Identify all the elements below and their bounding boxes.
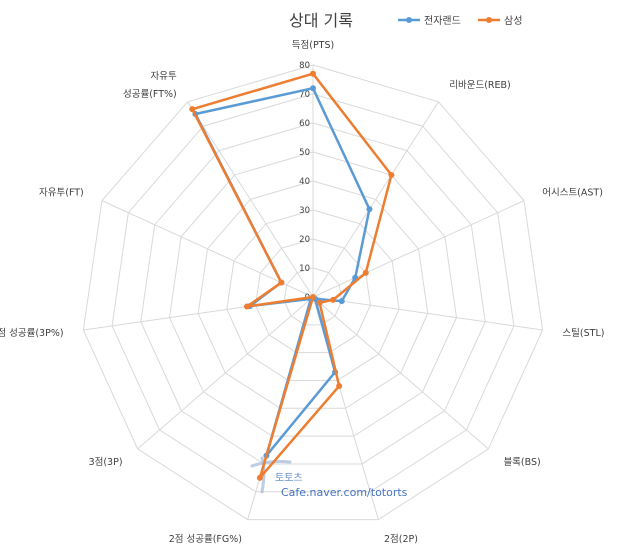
tick-label-50: 50: [299, 148, 310, 158]
tick-label-40: 40: [299, 177, 310, 187]
spoke-10: [187, 101, 314, 298]
watermark-url: Cafe.naver.com/totorts: [281, 486, 408, 499]
axis-label-3: 스틸(STL): [562, 327, 604, 339]
axis-label-0: 득점(PTS): [292, 39, 334, 51]
tick-label-30: 30: [299, 206, 310, 216]
grid-ring-30: [226, 209, 400, 381]
legend-label-1: 삼성: [504, 15, 522, 27]
legend-marker-0: [406, 17, 412, 23]
grid-ring-20: [255, 238, 371, 354]
axis-label-1: 리바운드(REB): [449, 80, 511, 91]
axis-label-6: 2점 성공률(FG%): [169, 533, 242, 545]
grid-ring-50: [168, 151, 458, 437]
tick-label-60: 60: [299, 119, 310, 129]
axis-label-2: 어시스트(AST): [542, 187, 603, 198]
legend: 전자랜드 삼성: [398, 15, 522, 27]
axis-label-10: 자유투 성공률(FT%): [123, 71, 177, 100]
series-1-point-4: [316, 299, 323, 306]
spoke-7: [137, 296, 314, 450]
grid-layer: [82, 64, 544, 521]
tick-label-70: 70: [299, 90, 310, 100]
axis-label-5: 2점(2P): [384, 533, 418, 545]
tick-label-80: 80: [299, 61, 310, 71]
series-1-point-9: [278, 279, 285, 286]
series-1-point-0: [310, 70, 316, 77]
tick-label-10: 10: [299, 264, 310, 274]
series-1-point-5: [336, 383, 343, 390]
series-1-point-2: [362, 269, 369, 276]
series-line-1: [191, 72, 393, 480]
watermark-title: 토토츠: [275, 472, 303, 484]
series-1-point-1: [388, 172, 395, 179]
series-1-point-6: [256, 474, 263, 481]
axis-label-layer: 득점(PTS) 리바운드(REB) 어시스트(AST) 스틸(STL) 블록(BS) 2점…: [0, 39, 604, 545]
series-1-point-10: [189, 106, 196, 113]
series-1-point-8: [243, 303, 250, 310]
grid-ring-10: [283, 267, 343, 326]
legend-marker-1: [486, 17, 492, 23]
legend-label-0: 전자랜드: [424, 15, 461, 27]
series-1-point-7: [310, 294, 316, 300]
grid-ring-60: [140, 122, 486, 465]
series-0-point-3: [338, 298, 345, 305]
series-1-point-3: [330, 296, 337, 303]
series-0-point-1: [366, 206, 373, 213]
spoke-4: [312, 296, 489, 450]
grid-ring-40: [197, 180, 429, 409]
axis-label-4: 블록(BS): [503, 457, 540, 468]
chart-title: 상대 기록: [289, 11, 353, 30]
spoke-2: [312, 200, 525, 298]
grid-ring-70: [111, 93, 515, 493]
series-0-point-0: [310, 85, 316, 92]
axis-label-9: 자유투(FT): [39, 187, 84, 198]
series-layer: [189, 70, 395, 481]
spoke-1: [312, 101, 439, 298]
grid-ring-80: [82, 64, 544, 521]
spoke-9: [101, 200, 314, 298]
spoke-3: [312, 296, 543, 331]
axis-label-7: 3점(3P): [89, 456, 123, 468]
tick-label-20: 20: [299, 235, 310, 245]
axis-label-8: 3점 성공률(3P%): [0, 327, 64, 339]
